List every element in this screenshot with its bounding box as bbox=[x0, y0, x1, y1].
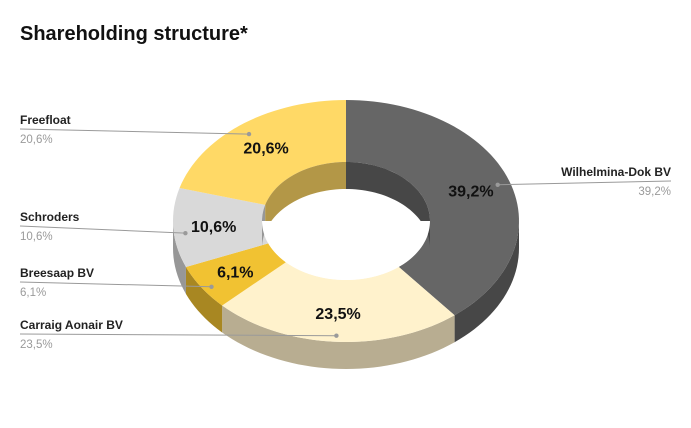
slice-labels: 39,2% 23,5% 6,1% 10,6% 20,6% bbox=[191, 141, 494, 323]
callout-line bbox=[19, 128, 250, 135]
legend-name: Freefloat bbox=[20, 113, 71, 127]
callout-dot bbox=[495, 182, 500, 187]
legend-name: Breesaap BV bbox=[20, 266, 94, 280]
callout-dot bbox=[209, 284, 214, 289]
hole-wall-freefloat bbox=[265, 162, 346, 232]
slice-side-breesaap-bv bbox=[185, 266, 223, 333]
slice-value-label: 10,6% bbox=[191, 219, 236, 236]
legend-name: Schroders bbox=[20, 210, 80, 224]
slice-value-label: 20,6% bbox=[243, 141, 288, 158]
legend-name: Carraig Aonair BV bbox=[20, 318, 123, 332]
slice-side-schroders bbox=[173, 221, 186, 294]
legend-value: 6,1% bbox=[20, 287, 46, 299]
legend-name: Wilhelmina-Dok BV bbox=[561, 165, 671, 179]
slice-breesaap-bv bbox=[185, 243, 286, 306]
callout-dot bbox=[334, 333, 339, 338]
slice-schroders bbox=[173, 187, 269, 267]
slice-side-wilhelmina-dok-bv bbox=[454, 221, 519, 343]
hole-floor bbox=[262, 221, 430, 280]
donut-depth bbox=[173, 221, 519, 369]
legend-value: 23,5% bbox=[20, 339, 53, 351]
donut-slices bbox=[173, 100, 519, 342]
slice-wilhelmina-dok-bv bbox=[346, 100, 519, 316]
legend-value: 39,2% bbox=[638, 186, 671, 198]
hole-wall-wilhelmina-dok-bv bbox=[346, 162, 430, 248]
callout-dot bbox=[183, 231, 188, 236]
callout-line bbox=[19, 333, 337, 337]
callout-dot bbox=[246, 131, 252, 137]
callouts: Wilhelmina-Dok BV 39,2% Carraig Aonair BV 2… bbox=[19, 113, 672, 351]
donut-hole-wall bbox=[262, 162, 430, 280]
callout-line bbox=[19, 281, 212, 288]
legend-value: 10,6% bbox=[20, 231, 53, 243]
callout-line bbox=[497, 180, 672, 186]
slice-value-label: 6,1% bbox=[217, 265, 253, 282]
slice-value-label: 39,2% bbox=[448, 183, 493, 200]
chart-title: Shareholding structure* bbox=[20, 23, 248, 45]
slice-carraig-aonair-bv bbox=[222, 262, 455, 342]
slice-side-carraig-aonair-bv bbox=[222, 305, 455, 369]
slice-freefloat bbox=[179, 100, 346, 205]
slice-value-label: 23,5% bbox=[315, 306, 360, 323]
callout-line bbox=[19, 225, 186, 234]
legend-value: 20,6% bbox=[20, 134, 53, 146]
